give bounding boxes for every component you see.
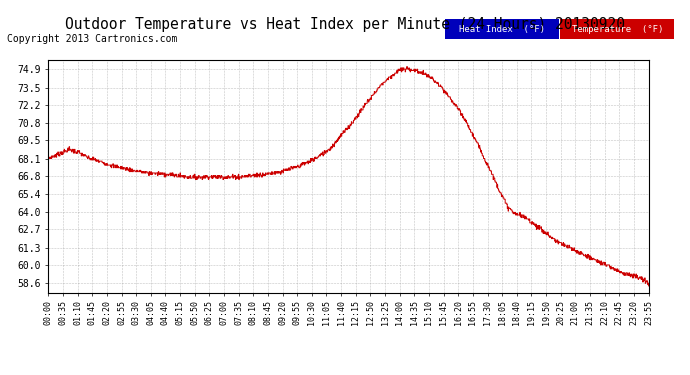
Text: Temperature  (°F): Temperature (°F) (571, 25, 663, 34)
Text: Outdoor Temperature vs Heat Index per Minute (24 Hours) 20130920: Outdoor Temperature vs Heat Index per Mi… (65, 17, 625, 32)
Text: Copyright 2013 Cartronics.com: Copyright 2013 Cartronics.com (7, 34, 177, 44)
Text: Heat Index  (°F): Heat Index (°F) (459, 25, 545, 34)
